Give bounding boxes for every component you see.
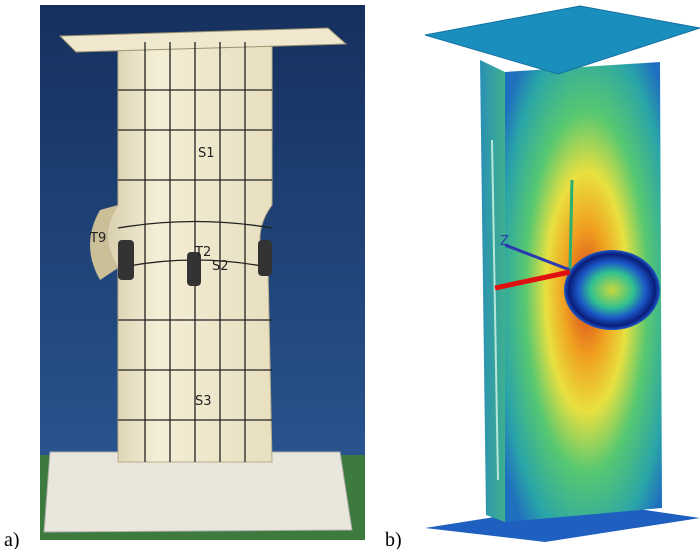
photo-panel: S1 T2 S2 S3 T9 bbox=[40, 5, 365, 540]
marking: S1 bbox=[198, 146, 215, 161]
marking: S2 bbox=[212, 259, 229, 274]
marking: T9 bbox=[89, 231, 106, 246]
page: S1 T2 S2 S3 T9 Z a) b) (() => { const da… bbox=[0, 0, 700, 549]
buckle bbox=[564, 250, 660, 330]
axis-label: Z bbox=[500, 234, 509, 249]
simulation-panel: Z bbox=[425, 6, 700, 542]
flange bbox=[480, 60, 505, 522]
panel-label: a) bbox=[4, 529, 20, 549]
marking: S3 bbox=[195, 394, 212, 409]
base-plate bbox=[44, 452, 352, 532]
panel-label: b) bbox=[385, 529, 402, 549]
marking: T2 bbox=[194, 245, 211, 260]
figure: S1 T2 S2 S3 T9 Z a) b) bbox=[0, 0, 700, 549]
